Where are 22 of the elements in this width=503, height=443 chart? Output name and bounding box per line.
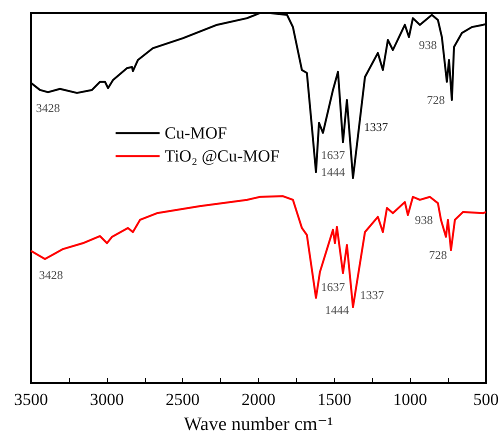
x-tick-label: 1000 [393,390,428,409]
annotation: 1637 [320,280,345,294]
annotation: 728 [428,248,447,262]
x-tick-label: 2000 [242,390,276,409]
legend-label: Cu-MOF [164,124,228,143]
annotation: 938 [418,38,437,52]
legend-label: TiO₂ @Cu-MOF [164,146,280,166]
x-axis-title: Wave number cm⁻¹ [184,414,334,435]
x-tick-label: 1500 [317,390,352,409]
annotation: 1337 [360,288,384,302]
annotation: 1637 [320,148,345,162]
annotation: 1444 [324,303,349,318]
annotation: 1444 [320,165,345,180]
annotation: 938 [414,212,433,227]
annotation: 728 [426,92,445,107]
annotation: 1337 [364,120,388,134]
annotation: 3428 [36,101,60,116]
x-tick-label: 500 [473,390,499,409]
x-tick-label: 3500 [14,390,48,409]
annotation: 3428 [38,268,63,282]
x-tick-label: 3000 [90,390,124,409]
x-tick-label: 2500 [166,390,200,409]
